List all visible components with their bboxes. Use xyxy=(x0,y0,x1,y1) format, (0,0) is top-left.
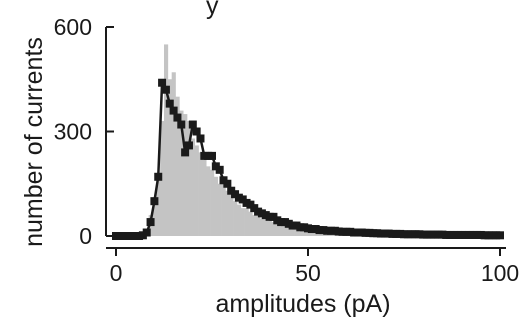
histogram-bar xyxy=(179,110,184,236)
histogram-bar xyxy=(213,176,219,236)
histogram-bar xyxy=(217,183,222,236)
histogram-bar xyxy=(290,225,295,236)
histogram-bar xyxy=(244,208,249,236)
x-tick-label: 50 xyxy=(295,260,321,286)
histogram-bar xyxy=(275,222,280,236)
histogram-bar xyxy=(279,223,284,236)
series-marker xyxy=(215,165,224,174)
series-marker xyxy=(181,148,190,157)
x-axis-title: amplitudes (pA) xyxy=(215,290,390,318)
histogram-bar xyxy=(198,152,203,236)
histogram-bar xyxy=(283,223,288,236)
histogram-bar xyxy=(221,183,226,236)
histogram-bar xyxy=(156,180,161,236)
histogram-bar xyxy=(164,44,169,236)
histogram-bar xyxy=(202,159,207,236)
series-marker xyxy=(208,151,216,160)
histogram-bar xyxy=(183,114,188,236)
histogram-bar xyxy=(175,96,180,236)
histogram-bar xyxy=(229,194,234,236)
series-markers xyxy=(112,78,504,240)
y-tick-label: 300 xyxy=(54,119,92,145)
histogram-bar xyxy=(167,79,172,236)
series-marker xyxy=(146,218,155,227)
histogram-bar xyxy=(225,190,230,236)
series-marker xyxy=(196,134,205,143)
chart-top-text-fragment: y xyxy=(206,0,219,20)
series-marker xyxy=(154,172,163,181)
histogram-bar xyxy=(240,208,245,236)
histogram-bar xyxy=(171,72,176,236)
histogram-bar xyxy=(248,211,253,236)
series-marker xyxy=(188,120,197,129)
y-tick-label: 600 xyxy=(54,14,92,40)
y-ticks: 0 300 600 xyxy=(54,14,114,249)
histogram-bar xyxy=(236,204,242,236)
histogram-bar xyxy=(187,121,192,236)
histogram-bar xyxy=(298,227,303,236)
series-marker xyxy=(192,127,201,136)
histogram-bar xyxy=(194,145,199,236)
histogram-bar xyxy=(210,169,215,236)
histogram-bar xyxy=(206,166,211,236)
series-marker xyxy=(161,85,170,94)
histogram-bars xyxy=(140,44,503,236)
x-ticks: 0 50 100 xyxy=(110,248,519,286)
y-tick-label: 0 xyxy=(79,223,92,249)
histogram-bar xyxy=(190,138,196,236)
series-marker xyxy=(223,179,232,188)
series-marker xyxy=(142,228,151,237)
series-marker xyxy=(169,106,178,115)
series-marker xyxy=(150,197,159,206)
histogram-bar xyxy=(252,215,257,236)
x-tick-label: 100 xyxy=(481,260,519,286)
histogram-bar xyxy=(256,215,261,236)
histogram-bar xyxy=(263,218,268,236)
series-marker xyxy=(177,120,186,129)
histogram-bar xyxy=(294,226,299,236)
series-marker xyxy=(158,78,167,87)
series-marker xyxy=(496,231,504,240)
histogram-bar xyxy=(267,220,272,236)
histogram-bar xyxy=(271,222,276,236)
series-marker xyxy=(165,99,174,108)
histogram-bar xyxy=(260,218,265,236)
histogram-bar xyxy=(286,225,292,236)
x-tick-label: 0 xyxy=(110,260,123,286)
series-marker xyxy=(184,141,193,150)
histogram-bar xyxy=(233,201,238,236)
series-marker xyxy=(173,113,182,122)
y-axis-title: number of currents xyxy=(20,37,48,247)
